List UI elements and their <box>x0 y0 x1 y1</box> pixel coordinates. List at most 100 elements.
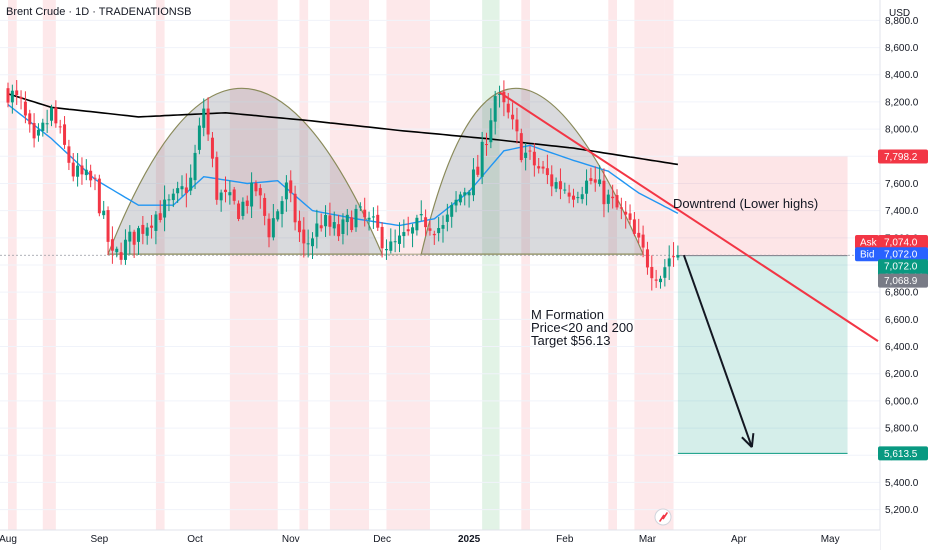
candle <box>245 195 249 214</box>
drawings-layer <box>499 91 879 448</box>
candle <box>628 204 632 225</box>
candle <box>10 84 14 114</box>
price-tick-label: 8,200.0 <box>885 97 919 108</box>
candle <box>332 211 336 236</box>
downtrend-line[interactable] <box>499 91 879 342</box>
candle <box>415 214 419 236</box>
price-tick-label: 8,600.0 <box>885 43 919 54</box>
candle <box>102 200 106 219</box>
candle <box>167 194 171 212</box>
price-label-value: 7,074.0 <box>884 237 918 248</box>
candle <box>93 174 97 191</box>
ma200-line <box>7 93 679 166</box>
annotation-line-3: Target $56.13 <box>531 333 611 348</box>
candle <box>611 184 615 209</box>
candle <box>476 154 480 178</box>
candle <box>210 132 214 168</box>
candle <box>632 211 636 237</box>
candle <box>80 157 84 185</box>
candle <box>489 108 493 149</box>
price-tick-label: 8,000.0 <box>885 125 919 136</box>
time-tick-label: Sep <box>90 534 108 545</box>
projection-arrow[interactable] <box>682 254 753 448</box>
candle <box>380 222 384 258</box>
candle <box>197 117 201 155</box>
candle <box>441 215 445 243</box>
price-label-target-low: 5,613.5 <box>878 446 928 461</box>
candle <box>319 213 323 232</box>
annotation-m-formation[interactable]: M Formation Price<20 and 200 Target $56.… <box>531 308 633 347</box>
candle <box>424 209 428 237</box>
time-tick-label: Aug <box>0 534 17 545</box>
time-axis-bg <box>0 530 880 550</box>
candle <box>123 229 127 265</box>
tv-logo-icon[interactable] <box>654 508 672 526</box>
m-formation-peak-2 <box>420 87 645 255</box>
candle <box>663 259 667 287</box>
candle <box>519 128 523 163</box>
candle <box>537 158 541 174</box>
candle <box>354 204 358 232</box>
candle <box>654 269 658 288</box>
candle <box>311 232 314 260</box>
candle <box>141 215 145 245</box>
candle <box>63 116 67 149</box>
candle <box>267 213 271 248</box>
candle <box>328 202 332 236</box>
candle <box>224 176 227 203</box>
price-labels: 7,798.2Ask7,074.0Bid7,072.07,072.009:37:… <box>855 149 928 461</box>
annotation-downtrend[interactable]: Downtrend (Lower highs) <box>673 196 819 211</box>
time-tick-label: May <box>821 534 840 545</box>
candle <box>624 201 628 229</box>
candle <box>202 98 206 137</box>
candle <box>189 164 193 196</box>
candle <box>28 109 32 133</box>
candle <box>437 217 441 242</box>
candle <box>480 131 484 185</box>
candle <box>315 209 319 249</box>
candle <box>284 175 288 212</box>
candle <box>271 203 275 241</box>
candle <box>41 118 45 137</box>
projection-arrow-head <box>741 436 753 448</box>
candle <box>432 230 436 245</box>
candle <box>232 186 236 205</box>
candle <box>263 193 267 226</box>
candle <box>15 80 19 105</box>
price-label-value: 5,613.5 <box>884 449 918 460</box>
candle <box>289 170 293 203</box>
target-zone <box>677 255 848 454</box>
candle <box>502 80 506 117</box>
candle <box>145 222 149 245</box>
candle <box>306 229 310 258</box>
candle <box>563 182 567 194</box>
candle <box>228 180 232 205</box>
candle <box>71 153 75 182</box>
candle <box>237 200 241 222</box>
price-label-target-high: 7,798.2 <box>878 149 928 164</box>
candle <box>241 197 245 220</box>
candle <box>293 185 297 231</box>
candle <box>50 104 53 127</box>
price-tick-label: 5,200.0 <box>885 505 919 516</box>
candle <box>54 100 58 128</box>
candle <box>471 158 475 202</box>
price-label-ask: Ask 7,074.0 <box>855 234 928 249</box>
price-label-value: 7,068.9 <box>884 276 918 287</box>
currency-label: USD <box>889 8 911 19</box>
price-tick-label: 7,400.0 <box>885 206 919 217</box>
time-tick-label: Oct <box>187 534 203 545</box>
candle <box>106 206 110 256</box>
m-formation-peak-1 <box>107 87 384 255</box>
candle <box>258 184 262 209</box>
candle <box>302 217 306 258</box>
candle <box>324 205 328 237</box>
candle <box>219 189 223 212</box>
projection-arrow-head <box>750 433 755 448</box>
price-tick-label: 8,400.0 <box>885 70 919 81</box>
candle <box>485 132 488 156</box>
time-tick-label: Feb <box>556 534 574 545</box>
candle <box>402 219 406 248</box>
price-tick-label: 6,800.0 <box>885 288 919 299</box>
